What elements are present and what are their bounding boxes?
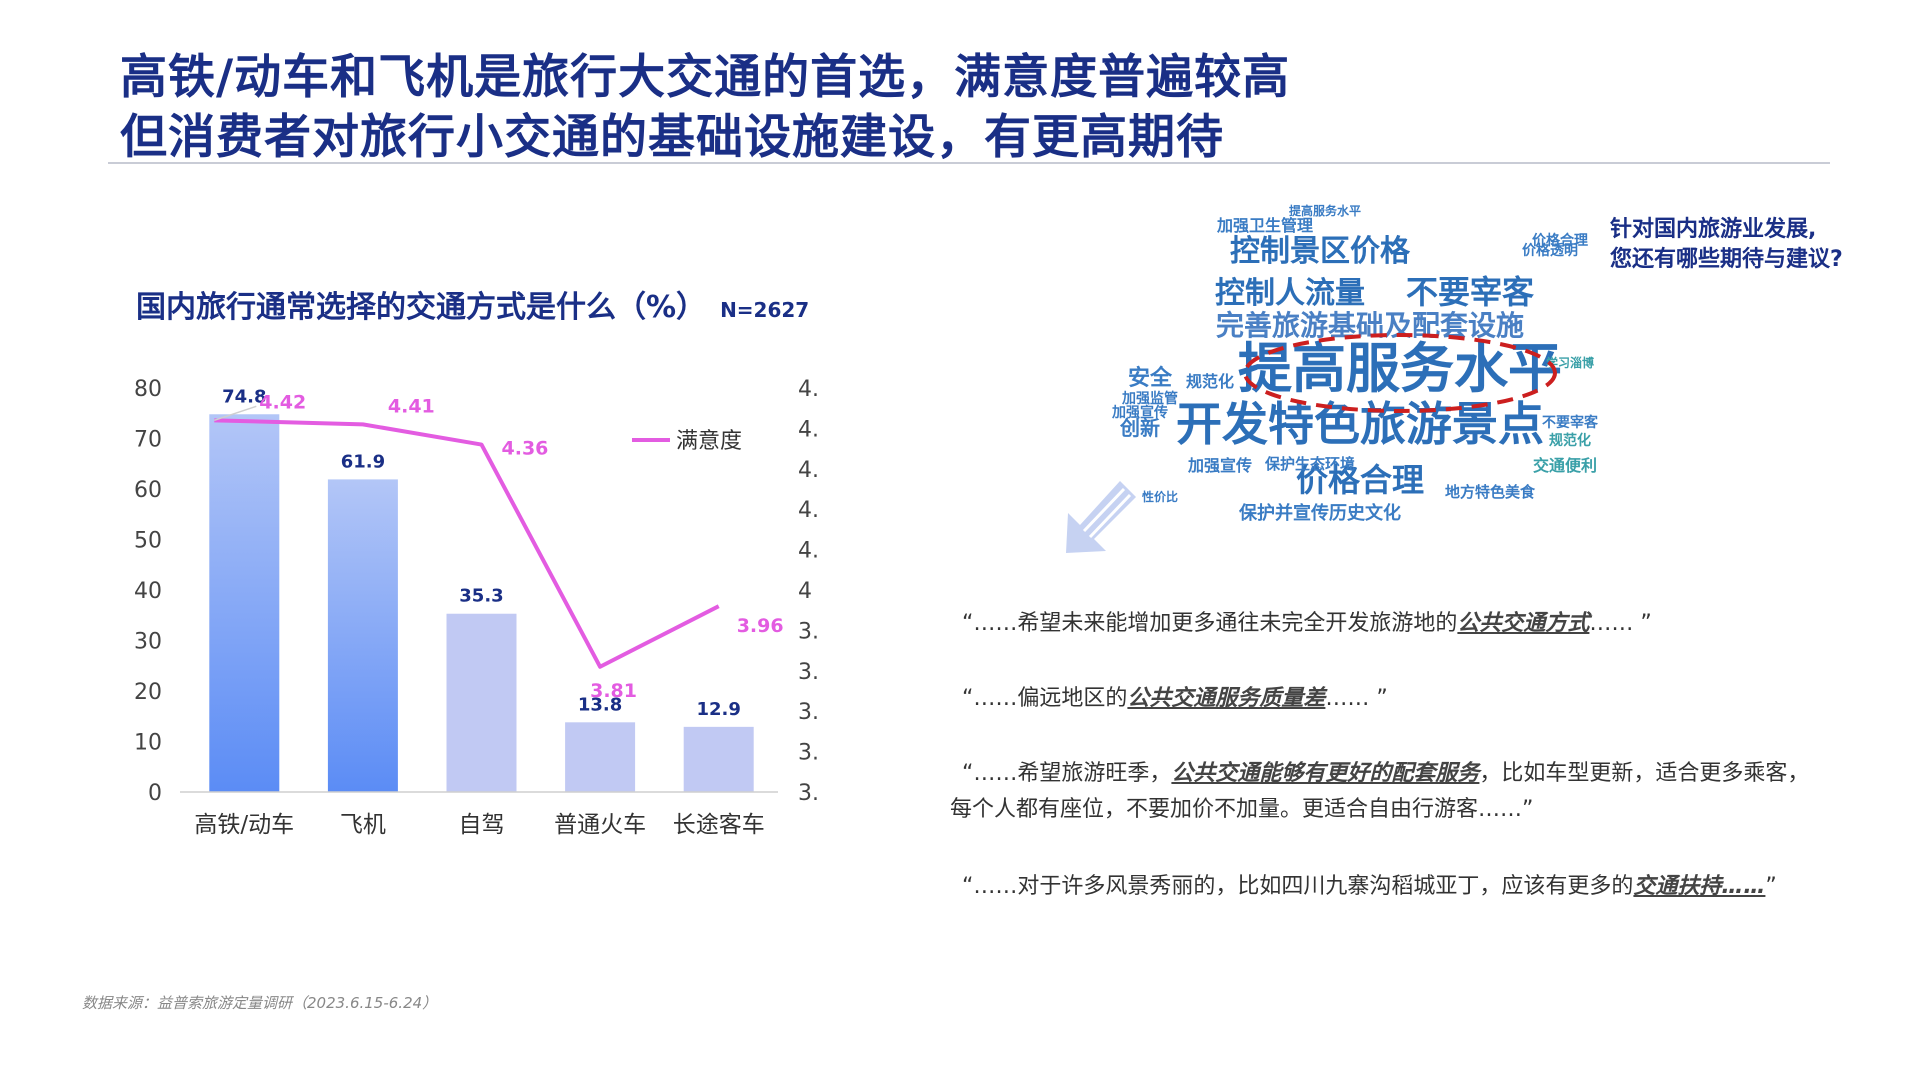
quote-text: …… ” — [1589, 611, 1652, 636]
line-label-leader — [214, 405, 257, 422]
line-value-label: 3.81 — [590, 680, 637, 702]
y-axis-tick-label: 80 — [134, 377, 162, 402]
quote-text: …… ” — [1325, 686, 1388, 711]
cloud-word: 提高服务水平 — [1289, 203, 1361, 218]
quote-highlight: 公共交通服务质量差 — [1127, 686, 1326, 711]
cloud-question-line-2: 您还有哪些期待与建议? — [1610, 247, 1843, 272]
y2-axis-tick-label: 3.5 — [798, 781, 820, 806]
quote: “……偏远地区的公共交通服务质量差…… ” — [962, 680, 1388, 712]
sample-size: N=2627 — [720, 298, 810, 322]
y-axis-tick-label: 20 — [134, 680, 162, 705]
cloud-word: 价格合理 — [1296, 461, 1424, 499]
chart-title: 国内旅行通常选择的交通方式是什么（%） N=2627 — [136, 282, 809, 326]
cloud-word: 交通便利 — [1533, 456, 1597, 475]
cloud-word: 完善旅游基础及配套设施 — [1216, 309, 1524, 342]
bar-value-label: 13.8 — [578, 694, 622, 715]
bar — [565, 722, 636, 792]
quote-highlight: 公共交通方式 — [1457, 611, 1590, 636]
y-axis-tick-label: 50 — [134, 529, 162, 554]
arrow-icon — [1066, 481, 1136, 553]
y2-axis-tick-label: 4.1 — [798, 539, 820, 564]
quote-text: ，比如车型更新，适合更多乘客， — [1479, 761, 1810, 786]
quote-highlight: 交通扶持…… — [1633, 874, 1766, 899]
x-axis-tick-label: 飞机 — [340, 812, 386, 838]
quote: “……希望旅游旺季，公共交通能够有更好的配套服务，比如车型更新，适合更多乘客， — [962, 755, 1809, 787]
y2-axis-tick-label: 4 — [798, 579, 812, 604]
transport-chart: 0 10 20 30 40 50 60 70 80 3.5 3.6 3.7 3.8 3.9 4 4.1 4.2 4… — [134, 377, 820, 838]
x-axis-tick-label: 高铁/动车 — [194, 812, 294, 838]
cloud-word: 安全 — [1128, 365, 1173, 391]
cloud-question-line-1: 针对国内旅游业发展, — [1610, 217, 1817, 242]
y2-axis-tick-label: 3.9 — [798, 619, 820, 644]
x-axis-tick-label: 长途客车 — [673, 812, 765, 838]
cloud-word: 加强卫生管理 — [1216, 216, 1313, 235]
page-headline: 高铁/动车和飞机是旅行大交通的首选，满意度普遍较高 但消费者对旅行小交通的基础设… — [120, 48, 1290, 168]
line-value-label: 4.41 — [388, 395, 435, 417]
y2-axis-tick-label: 3.7 — [798, 700, 820, 725]
cloud-word: 价格合理 — [1532, 232, 1588, 249]
line-value-label: 4.36 — [502, 438, 549, 460]
cloud-word: 不要宰客 — [1406, 273, 1534, 311]
y-axis-tick-label: 10 — [134, 731, 162, 756]
y2-axis-tick-label: 4.2 — [798, 498, 820, 523]
y2-axis-tick-label: 3.6 — [798, 741, 820, 766]
y-axis-tick-label: 30 — [134, 630, 162, 655]
cloud-word: 加强宣传 — [1187, 456, 1252, 475]
quote: “……希望未来能增加更多通往未完全开发旅游地的公共交通方式…… ” — [962, 605, 1652, 637]
x-axis-tick-label: 自驾 — [459, 812, 505, 838]
bar-value-label: 35.3 — [459, 586, 503, 607]
quote-text: “……希望旅游旺季， — [962, 761, 1172, 786]
line-value-label: 3.96 — [737, 615, 784, 637]
y-axis-tick-label: 40 — [134, 579, 162, 604]
bar — [209, 414, 280, 792]
y2-axis-tick-label: 4.5 — [798, 377, 820, 402]
cloud-word: 创新 — [1119, 416, 1160, 440]
cloud-word: 加强宣传 — [1111, 404, 1168, 421]
data-source-note: 数据来源：益普索旅游定量调研（2023.6.15-6.24） — [82, 994, 438, 1012]
cloud-word: 控制人流量 — [1215, 276, 1365, 311]
chart-title-text: 国内旅行通常选择的交通方式是什么（%） — [136, 290, 707, 325]
quote-text: ” — [1765, 874, 1777, 899]
y2-axis-tick-label: 4.3 — [798, 458, 820, 483]
bar-value-label: 61.9 — [341, 451, 385, 472]
headline-line-1: 高铁/动车和飞机是旅行大交通的首选，满意度普遍较高 — [120, 50, 1291, 105]
y-axis-tick-label: 0 — [148, 781, 162, 806]
cloud-word: 控制景区价格 — [1230, 234, 1411, 269]
quote-text: “……偏远地区的 — [962, 686, 1128, 711]
y-axis-tick-label: 70 — [134, 428, 162, 453]
cloud-word: 保护生态环境 — [1264, 455, 1355, 473]
bar-value-label: 12.9 — [696, 699, 740, 720]
cloud-word: 地方特色美食 — [1445, 483, 1536, 501]
quote-text: “……希望未来能增加更多通往未完全开发旅游地的 — [962, 611, 1458, 636]
y-axis-tick-label: 60 — [134, 478, 162, 503]
highlight-ring — [1243, 333, 1557, 413]
bar — [327, 479, 398, 792]
legend-label: 满意度 — [676, 429, 742, 454]
quote-continuation: 每个人都有座位，不要加价不加量。更适合自由行游客……” — [950, 797, 1534, 822]
cloud-question: 针对国内旅游业发展, 您还有哪些期待与建议? — [1610, 215, 1843, 275]
x-axis-tick-label: 普通火车 — [554, 812, 646, 838]
line-value-label: 4.42 — [259, 391, 306, 413]
quote-text: “……对于许多风景秀丽的，比如四川九寨沟稻城亚丁，应该有更多的 — [962, 874, 1634, 899]
cloud-word: 学习淄博 — [1546, 355, 1594, 370]
title-divider — [108, 162, 1830, 164]
cloud-word: 开发特色旅游景点 — [1176, 397, 1544, 451]
y2-axis-tick-label: 4.4 — [798, 417, 820, 442]
satisfaction-line — [214, 418, 720, 669]
cloud-word: 性价比 — [1141, 489, 1178, 504]
cloud-word: 不要宰客 — [1542, 414, 1599, 431]
quote: “……对于许多风景秀丽的，比如四川九寨沟稻城亚丁，应该有更多的交通扶持……” — [962, 868, 1777, 900]
cloud-word: 价格透明 — [1522, 242, 1578, 259]
cloud-word: 保护并宣传历史文化 — [1238, 502, 1401, 524]
headline-line-2: 但消费者对旅行小交通的基础设施建设，有更高期待 — [120, 110, 1224, 165]
cloud-word: 规范化 — [1549, 432, 1591, 449]
bar — [683, 726, 754, 792]
cloud-word: 加强监管 — [1121, 390, 1178, 407]
y2-axis-tick-label: 3.8 — [798, 660, 820, 685]
cloud-word: 规范化 — [1186, 372, 1234, 391]
bar-value-label: 74.8 — [222, 386, 266, 407]
quote-highlight: 公共交通能够有更好的配套服务 — [1171, 761, 1480, 786]
bar — [446, 613, 517, 792]
